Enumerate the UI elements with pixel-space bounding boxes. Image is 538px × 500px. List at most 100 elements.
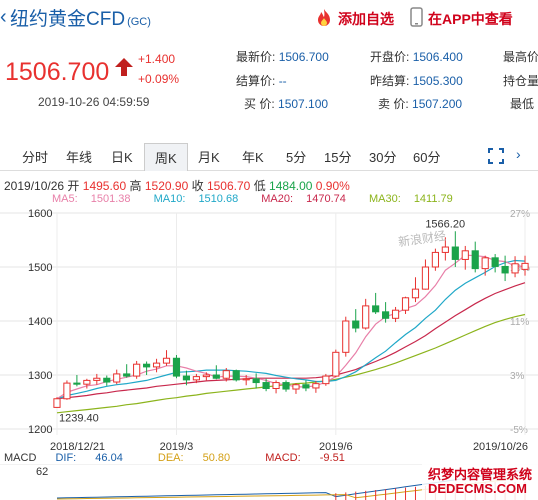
candle-body	[342, 320, 350, 353]
candle-body	[491, 257, 499, 267]
candle-body	[362, 305, 370, 329]
candle-body	[352, 320, 360, 329]
high-value: 1520.90	[144, 179, 189, 193]
candle-body	[162, 357, 171, 364]
tab-daily-k[interactable]: 日K	[111, 150, 133, 165]
logo-line2: DEDECMS.COM	[428, 481, 527, 496]
candle-body	[451, 246, 459, 260]
ma-line-ma20	[56, 282, 526, 400]
candle-body	[282, 382, 290, 390]
field-label: 最新价:	[236, 50, 276, 64]
candle-body	[53, 398, 61, 408]
tab-5min[interactable]: 5分	[286, 150, 307, 165]
candle-body	[232, 370, 240, 381]
candle-body	[471, 250, 479, 270]
candlestick-chart[interactable]: 1600 27% 1500 19% 1400 11% 1300 3% 1200 -5% 2018/1…	[0, 205, 538, 455]
close-value: 1506.70	[206, 179, 251, 193]
field-label: 最低	[510, 97, 535, 111]
candle-body	[302, 384, 310, 389]
x-tick-label: 2019/3	[160, 441, 194, 453]
field-value: 1505.300	[412, 74, 463, 88]
field-value: 1507.100	[278, 97, 329, 111]
tab-30min[interactable]: 30分	[369, 150, 397, 165]
tab-timeshare[interactable]: 分时	[22, 150, 49, 165]
pct-value: 0.90%	[315, 179, 350, 193]
y-tick-label-right: 19%	[510, 263, 530, 274]
candle-body	[182, 375, 191, 381]
ma20-legend: MA20: 1470.74	[261, 193, 346, 205]
candle-body	[123, 373, 131, 377]
x-tick-label: 2019/6	[319, 441, 353, 453]
macd-value-legend: MACD: -9.51	[265, 452, 345, 464]
low-label: 低	[253, 179, 266, 193]
field-label: 昨结算:	[370, 74, 410, 88]
ma5-legend: MA5: 1501.38	[52, 193, 131, 205]
y-tick-label: 1500	[28, 262, 52, 274]
candle-body	[83, 379, 91, 385]
candle-body	[292, 384, 300, 390]
candle-body	[421, 266, 430, 290]
corner-watermark-logo: 织梦内容管理系统 DEDECMS.COM	[422, 462, 538, 500]
candle-body	[212, 374, 220, 379]
candle-body	[372, 305, 380, 313]
add-favorite-button[interactable]: 添加自选	[338, 11, 394, 27]
tab-15min[interactable]: 15分	[324, 150, 352, 165]
field-prev-settle: 昨结算: 1505.300	[370, 72, 463, 89]
candle-body	[252, 378, 260, 384]
field-open-interest: 持仓量	[503, 72, 538, 89]
y-tick-label: 1200	[28, 424, 52, 436]
ma30-legend: MA30: 1411.79	[368, 193, 453, 205]
y-tick-label: 1300	[28, 370, 52, 382]
y-tick-label-right: 3%	[510, 371, 525, 382]
y-tick-label-right: 27%	[510, 209, 530, 220]
candle-body	[222, 370, 230, 379]
tab-yearly-k[interactable]: 年K	[242, 150, 264, 165]
candle-body	[401, 297, 410, 311]
tab-monthly-k[interactable]: 月K	[198, 150, 220, 165]
field-value: 1506.400	[412, 50, 463, 64]
candle-body	[501, 265, 509, 274]
candle-body	[262, 382, 270, 389]
y-tick-label: 1600	[28, 208, 52, 220]
tab-yearline[interactable]: 年线	[66, 150, 93, 165]
annotation-high: 1566.20	[425, 218, 465, 230]
x-tick-label: 2019/10/26	[473, 441, 528, 453]
field-open: 开盘价: 1506.400	[370, 48, 463, 65]
tab-60min[interactable]: 60分	[413, 150, 441, 165]
field-label: 开盘价:	[370, 50, 410, 64]
back-icon[interactable]: ‹	[0, 6, 7, 28]
dif-legend: DIF: 46.04	[55, 452, 123, 464]
candle-body	[143, 363, 151, 368]
candle-body	[511, 263, 519, 274]
view-in-app-button[interactable]: 在APP中查看	[428, 11, 513, 27]
candle-body	[411, 288, 420, 299]
close-label: 收	[191, 179, 204, 193]
macd-axis-top: 62	[36, 466, 49, 478]
candle-body	[312, 383, 320, 389]
candle-body	[172, 357, 181, 377]
fire-icon	[318, 9, 330, 26]
candle-body	[242, 378, 250, 381]
fullscreen-icon[interactable]	[488, 148, 504, 164]
title-text: 纽约黄金CFD	[10, 9, 126, 30]
ma10-legend: MA10: 1510.68	[153, 193, 239, 205]
x-tick-label: 2018/12/21	[50, 441, 105, 453]
ma-line-ma10	[56, 259, 526, 400]
up-arrow-icon	[115, 58, 133, 76]
candle-body	[93, 377, 101, 381]
field-value: 1507.200	[412, 97, 463, 111]
field-value: 1506.700	[278, 50, 329, 64]
ma-line-ma30	[56, 313, 526, 414]
ohlc-date: 2019/10/26	[4, 179, 65, 193]
candle-body	[113, 373, 121, 383]
more-arrow-icon[interactable]: ›	[516, 146, 521, 162]
field-label: 买 价:	[244, 97, 275, 111]
high-label: 高	[129, 179, 142, 193]
price-change-percent: +0.09%	[138, 72, 180, 86]
field-bid: 买 价: 1507.100	[244, 95, 328, 112]
page-title: 纽约黄金CFD (GC)	[10, 4, 151, 31]
field-label: 卖 价:	[378, 97, 409, 111]
tab-weekly-k[interactable]: 周K	[144, 143, 188, 171]
ma-line-ma5	[56, 254, 526, 400]
price-change: +1.400	[138, 52, 176, 66]
